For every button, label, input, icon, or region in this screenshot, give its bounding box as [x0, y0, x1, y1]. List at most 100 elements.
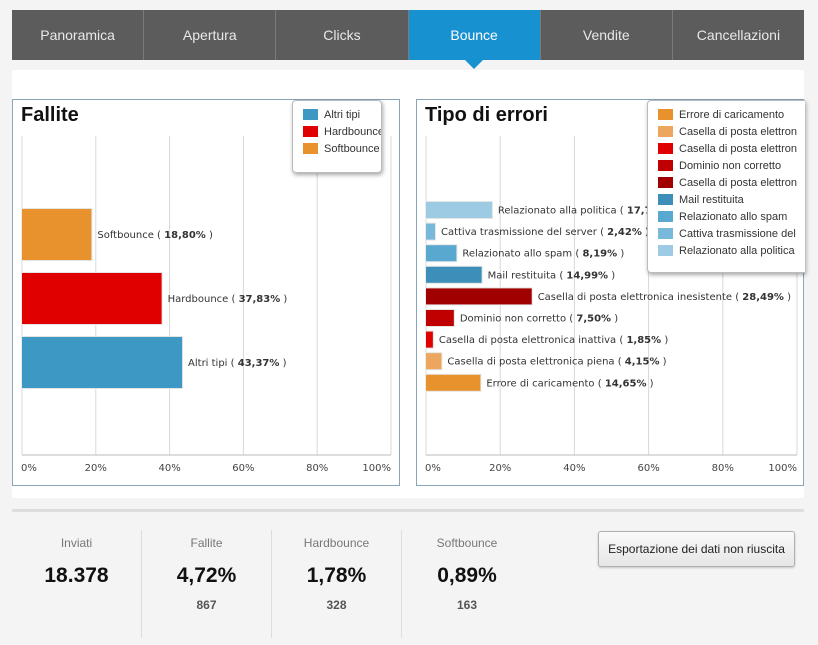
tab-vendite[interactable]: Vendite: [541, 10, 673, 60]
tab-clicks[interactable]: Clicks: [276, 10, 409, 60]
tab-cancellazioni[interactable]: Cancellazioni: [696, 27, 781, 43]
legend-item[interactable]: Altri tipi: [303, 106, 373, 123]
stat-softbounce: Softbounce 0,89% 163: [402, 530, 532, 638]
legend-label: Dominio non corretto: [679, 159, 782, 172]
legend-item[interactable]: Relazionato alla politica: [658, 242, 797, 259]
x-tick-label: 80%: [306, 463, 328, 474]
legend-item[interactable]: Errore di caricamento: [658, 106, 797, 123]
bar[interactable]: [426, 331, 433, 348]
legend-swatch: [658, 109, 673, 120]
legend-item[interactable]: Mail restituita: [658, 191, 797, 208]
bar-value: 7,50%: [576, 314, 611, 325]
bar[interactable]: [426, 353, 442, 370]
legend-item[interactable]: Relazionato allo spam: [658, 208, 797, 225]
bar-category: Softbounce (: [97, 230, 164, 241]
bar-data-label: Hardbounce ( 37,83% ): [168, 294, 288, 305]
bar-data-label: Dominio non corretto ( 7,50% ): [460, 314, 618, 325]
stat-label: Hardbounce: [303, 536, 370, 550]
bar-value: 2,42%: [607, 227, 642, 238]
x-tick-label: 20%: [489, 463, 511, 474]
legend-label: Hardbounce: [324, 125, 382, 138]
legend-swatch: [658, 160, 673, 171]
bar-data-label: Mail restituita ( 14,99% ): [488, 270, 616, 281]
bar-value: 4,15%: [625, 357, 660, 368]
bar-data-label: Casella di posta elettronica piena ( 4,1…: [447, 357, 666, 368]
bar-category: Mail restituita (: [488, 270, 567, 281]
bar-category: Casella di posta elettronica inesistente…: [538, 292, 743, 303]
fallite-chart-title: Fallite: [21, 104, 79, 126]
bar-data-label: Cattiva trasmissione del server ( 2,42% …: [441, 227, 649, 238]
bar-value: 1,85%: [626, 335, 661, 346]
bar[interactable]: [426, 223, 435, 240]
x-tick-label: 60%: [637, 463, 659, 474]
bar-category: Relazionato alla politica (: [498, 206, 627, 217]
legend-item[interactable]: Casella di posta elettron: [658, 123, 797, 140]
bar-value: 8,19%: [582, 249, 617, 260]
legend-item[interactable]: Dominio non corretto: [658, 157, 797, 174]
tab-panoramica[interactable]: Panoramica: [12, 10, 145, 60]
bar[interactable]: [426, 310, 454, 326]
bar-category: Casella di posta elettronica piena (: [447, 357, 624, 368]
stat-fallite: Fallite 4,72% 867: [142, 530, 272, 638]
bar[interactable]: [22, 273, 162, 324]
legend-swatch: [303, 109, 318, 120]
legend-swatch: [658, 126, 673, 137]
legend-swatch: [658, 228, 673, 239]
tipo-errori-chart-panel: 0% 20% 40% 60% 80% 100% Relazionato alla polit…: [416, 99, 805, 486]
tab-bounce[interactable]: Bounce: [408, 10, 541, 69]
bar[interactable]: [426, 245, 457, 262]
x-tick-label: 80%: [712, 463, 734, 474]
bar-data-label: Casella di posta elettronica inesistente…: [538, 292, 791, 303]
bar[interactable]: [426, 266, 482, 283]
legend-label: Mail restituita: [679, 193, 744, 206]
export-failed-data-button[interactable]: Esportazione dei dati non riuscita: [598, 531, 795, 567]
stat-count: 867: [196, 598, 217, 612]
fallite-legend: Altri tipi Hardbounce Softbounce: [292, 100, 382, 173]
legend-swatch: [303, 126, 318, 137]
legend-label: Casella di posta elettron: [679, 142, 798, 155]
bar-category: Dominio non corretto (: [460, 314, 577, 325]
fallite-chart: 0% 20% 40% 60% 80% 100% Softbounce ( 18,80% ) H…: [21, 136, 392, 474]
bar-category: Casella di posta elettronica inattiva (: [439, 335, 627, 346]
tab-apertura[interactable]: Apertura: [144, 10, 277, 60]
fallite-chart-panel: 0% 20% 40% 60% 80% 100% Softbounce ( 18,80% ) H…: [12, 99, 400, 486]
stat-count: 163: [456, 598, 478, 612]
legend-label: Altri tipi: [324, 108, 361, 121]
bar-value: 18,80%: [164, 230, 206, 241]
bar[interactable]: [426, 288, 532, 305]
stats-row: Inviati 18.378 Fallite 4,72% 867 Hardbou…: [12, 530, 532, 638]
bar[interactable]: [22, 209, 92, 260]
tipo-errori-chart-title: Tipo di errori: [425, 104, 548, 126]
legend-label: Errore di caricamento: [679, 108, 785, 121]
stat-label: Fallite: [190, 536, 223, 550]
legend-swatch: [658, 194, 673, 205]
legend-item[interactable]: Cattiva trasmissione del: [658, 225, 797, 242]
bar[interactable]: [426, 202, 492, 218]
bar-data-label: Errore di caricamento ( 14,65% ): [486, 378, 653, 389]
legend-label: Cattiva trasmissione del: [679, 227, 796, 240]
bar-value: 14,65%: [605, 378, 647, 389]
x-tick-label: 100%: [362, 463, 391, 474]
stat-value: 18.378: [44, 564, 109, 587]
bar[interactable]: [22, 337, 183, 388]
legend-item[interactable]: Hardbounce: [303, 123, 381, 140]
legend-swatch: [658, 245, 673, 256]
x-tick-label: 40%: [563, 463, 585, 474]
legend-item[interactable]: Softbounce: [303, 140, 380, 157]
x-tick-label: 0%: [21, 463, 37, 474]
stat-count: 328: [326, 598, 347, 612]
x-tick-label: 60%: [232, 463, 254, 474]
bar-category: Altri tipi (: [188, 358, 238, 369]
tipo-errori-chart: 0% 20% 40% 60% 80% 100% Relazionato alla polit…: [425, 136, 798, 474]
stat-value: 1,78%: [306, 564, 367, 587]
legend-label: Relazionato allo spam: [679, 210, 788, 223]
x-tick-label: 20%: [85, 463, 107, 474]
legend-label: Casella di posta elettron: [679, 176, 798, 189]
bar-data-label: Softbounce ( 18,80% ): [97, 230, 213, 241]
bar-data-label: Altri tipi ( 43,37% ): [188, 358, 287, 369]
legend-swatch: [658, 177, 673, 188]
bar[interactable]: [426, 374, 481, 391]
legend-item[interactable]: Casella di posta elettron: [658, 140, 797, 157]
legend-item[interactable]: Casella di posta elettron: [658, 174, 797, 191]
bar-category: Cattiva trasmissione del server (: [441, 227, 607, 238]
